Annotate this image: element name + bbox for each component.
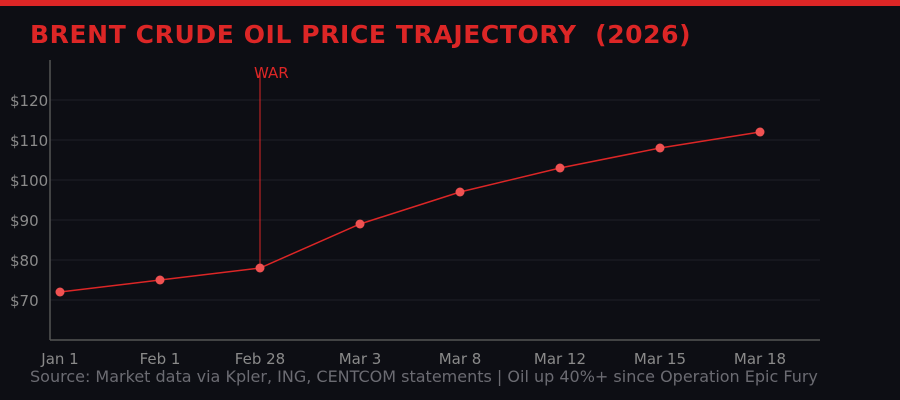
y-tick-label: $90 [10,212,39,230]
y-tick-label: $80 [10,252,39,270]
data-point [555,163,565,173]
data-point [255,263,265,273]
y-tick-label: $70 [10,292,39,310]
chart-title: BRENT CRUDE OIL PRICE TRAJECTORY (2026) [30,20,692,49]
y-tick-label: $120 [10,92,48,110]
x-tick-label: Mar 15 [634,350,686,368]
data-point [455,187,465,197]
data-point [155,275,165,285]
x-tick-label: Feb 1 [140,350,181,368]
data-point [355,219,365,229]
data-point [755,127,765,137]
data-point [655,143,665,153]
data-point [55,287,65,297]
x-tick-label: Feb 28 [235,350,285,368]
y-tick-label: $110 [10,132,48,150]
top-accent-bar [0,0,900,6]
source-note: Source: Market data via Kpler, ING, CENT… [30,367,818,386]
y-tick-label: $100 [10,172,48,190]
x-tick-label: Mar 3 [339,350,382,368]
war-annotation-label: WAR [254,64,289,82]
x-tick-label: Jan 1 [40,350,78,368]
x-tick-label: Mar 12 [534,350,586,368]
x-tick-label: Mar 18 [734,350,786,368]
price-line [59,131,761,293]
x-tick-label: Mar 8 [439,350,482,368]
